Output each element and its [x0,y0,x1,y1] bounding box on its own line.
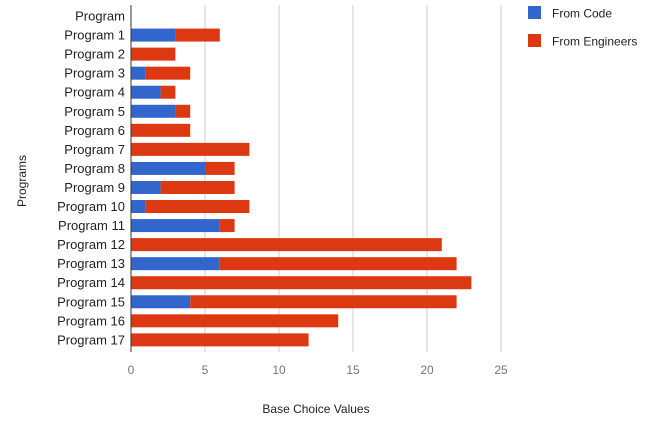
grid-layer [204,5,502,352]
category-label: Program [75,9,125,24]
bar-from-engineers [219,257,457,271]
bar-from-engineers [131,314,339,328]
category-label: Program 13 [57,256,125,271]
x-tick-label: 15 [346,363,360,377]
y-axis-title: Programs [15,155,29,207]
category-label: Program 11 [58,218,125,233]
category-label: Program 7 [64,142,125,157]
bar-from-engineers [131,142,250,156]
category-label: Program 10 [57,199,125,214]
bar-from-engineers [175,104,191,118]
category-label: Program 17 [57,332,125,347]
x-tick-label: 5 [202,363,209,377]
bar-from-engineers [131,123,191,137]
bar-from-code [131,257,220,271]
bar-from-code [131,180,161,194]
bar-from-engineers [160,85,176,99]
bar-from-code [131,104,176,118]
bar-from-code [131,66,146,80]
category-label: Program 14 [57,275,125,290]
category-label: Program 4 [64,85,125,100]
bar-from-engineers [190,295,457,309]
bar-from-code [131,28,176,42]
category-label: Program 8 [64,161,125,176]
bar-from-code [131,161,205,175]
bar-from-engineers [145,66,191,80]
legend: From Code From Engineers [528,6,637,49]
category-label: Program 5 [64,104,125,119]
category-label: Program 12 [57,237,125,252]
category-label: Program 16 [57,313,125,328]
x-tick-label: 25 [494,363,508,377]
bar-from-engineers [131,47,176,61]
bar-from-engineers [131,276,472,290]
bar-from-engineers [219,219,235,233]
bar-from-code [131,85,161,99]
legend-swatch [528,34,541,47]
category-labels: Program Program 1 Program 2 Program 3 Progra… [57,9,125,348]
x-tick-label: 10 [272,363,286,377]
bar-from-code [131,219,220,233]
legend-label: From Code [552,7,612,21]
legend-swatch [528,6,541,19]
x-tick-labels: 0 5 10 15 20 25 [128,363,508,377]
x-tick-label: 0 [128,363,135,377]
bar-from-engineers [175,28,220,42]
bar-layer [131,28,472,347]
category-label: Program 1 [64,28,125,43]
category-label: Program 9 [64,180,125,195]
category-label: Program 3 [64,66,125,81]
bar-from-code [131,200,146,214]
legend-label: From Engineers [552,35,637,49]
x-axis-title: Base Choice Values [262,402,369,416]
bar-from-engineers [145,200,250,214]
bar-from-engineers [131,333,309,347]
category-label: Program 15 [57,294,125,309]
bar-from-code [131,295,191,309]
bar-from-engineers [205,161,235,175]
category-label: Program 6 [64,123,125,138]
bar-from-engineers [160,180,235,194]
bar-from-engineers [131,238,442,252]
x-tick-label: 20 [420,363,434,377]
category-label: Program 2 [64,47,125,62]
